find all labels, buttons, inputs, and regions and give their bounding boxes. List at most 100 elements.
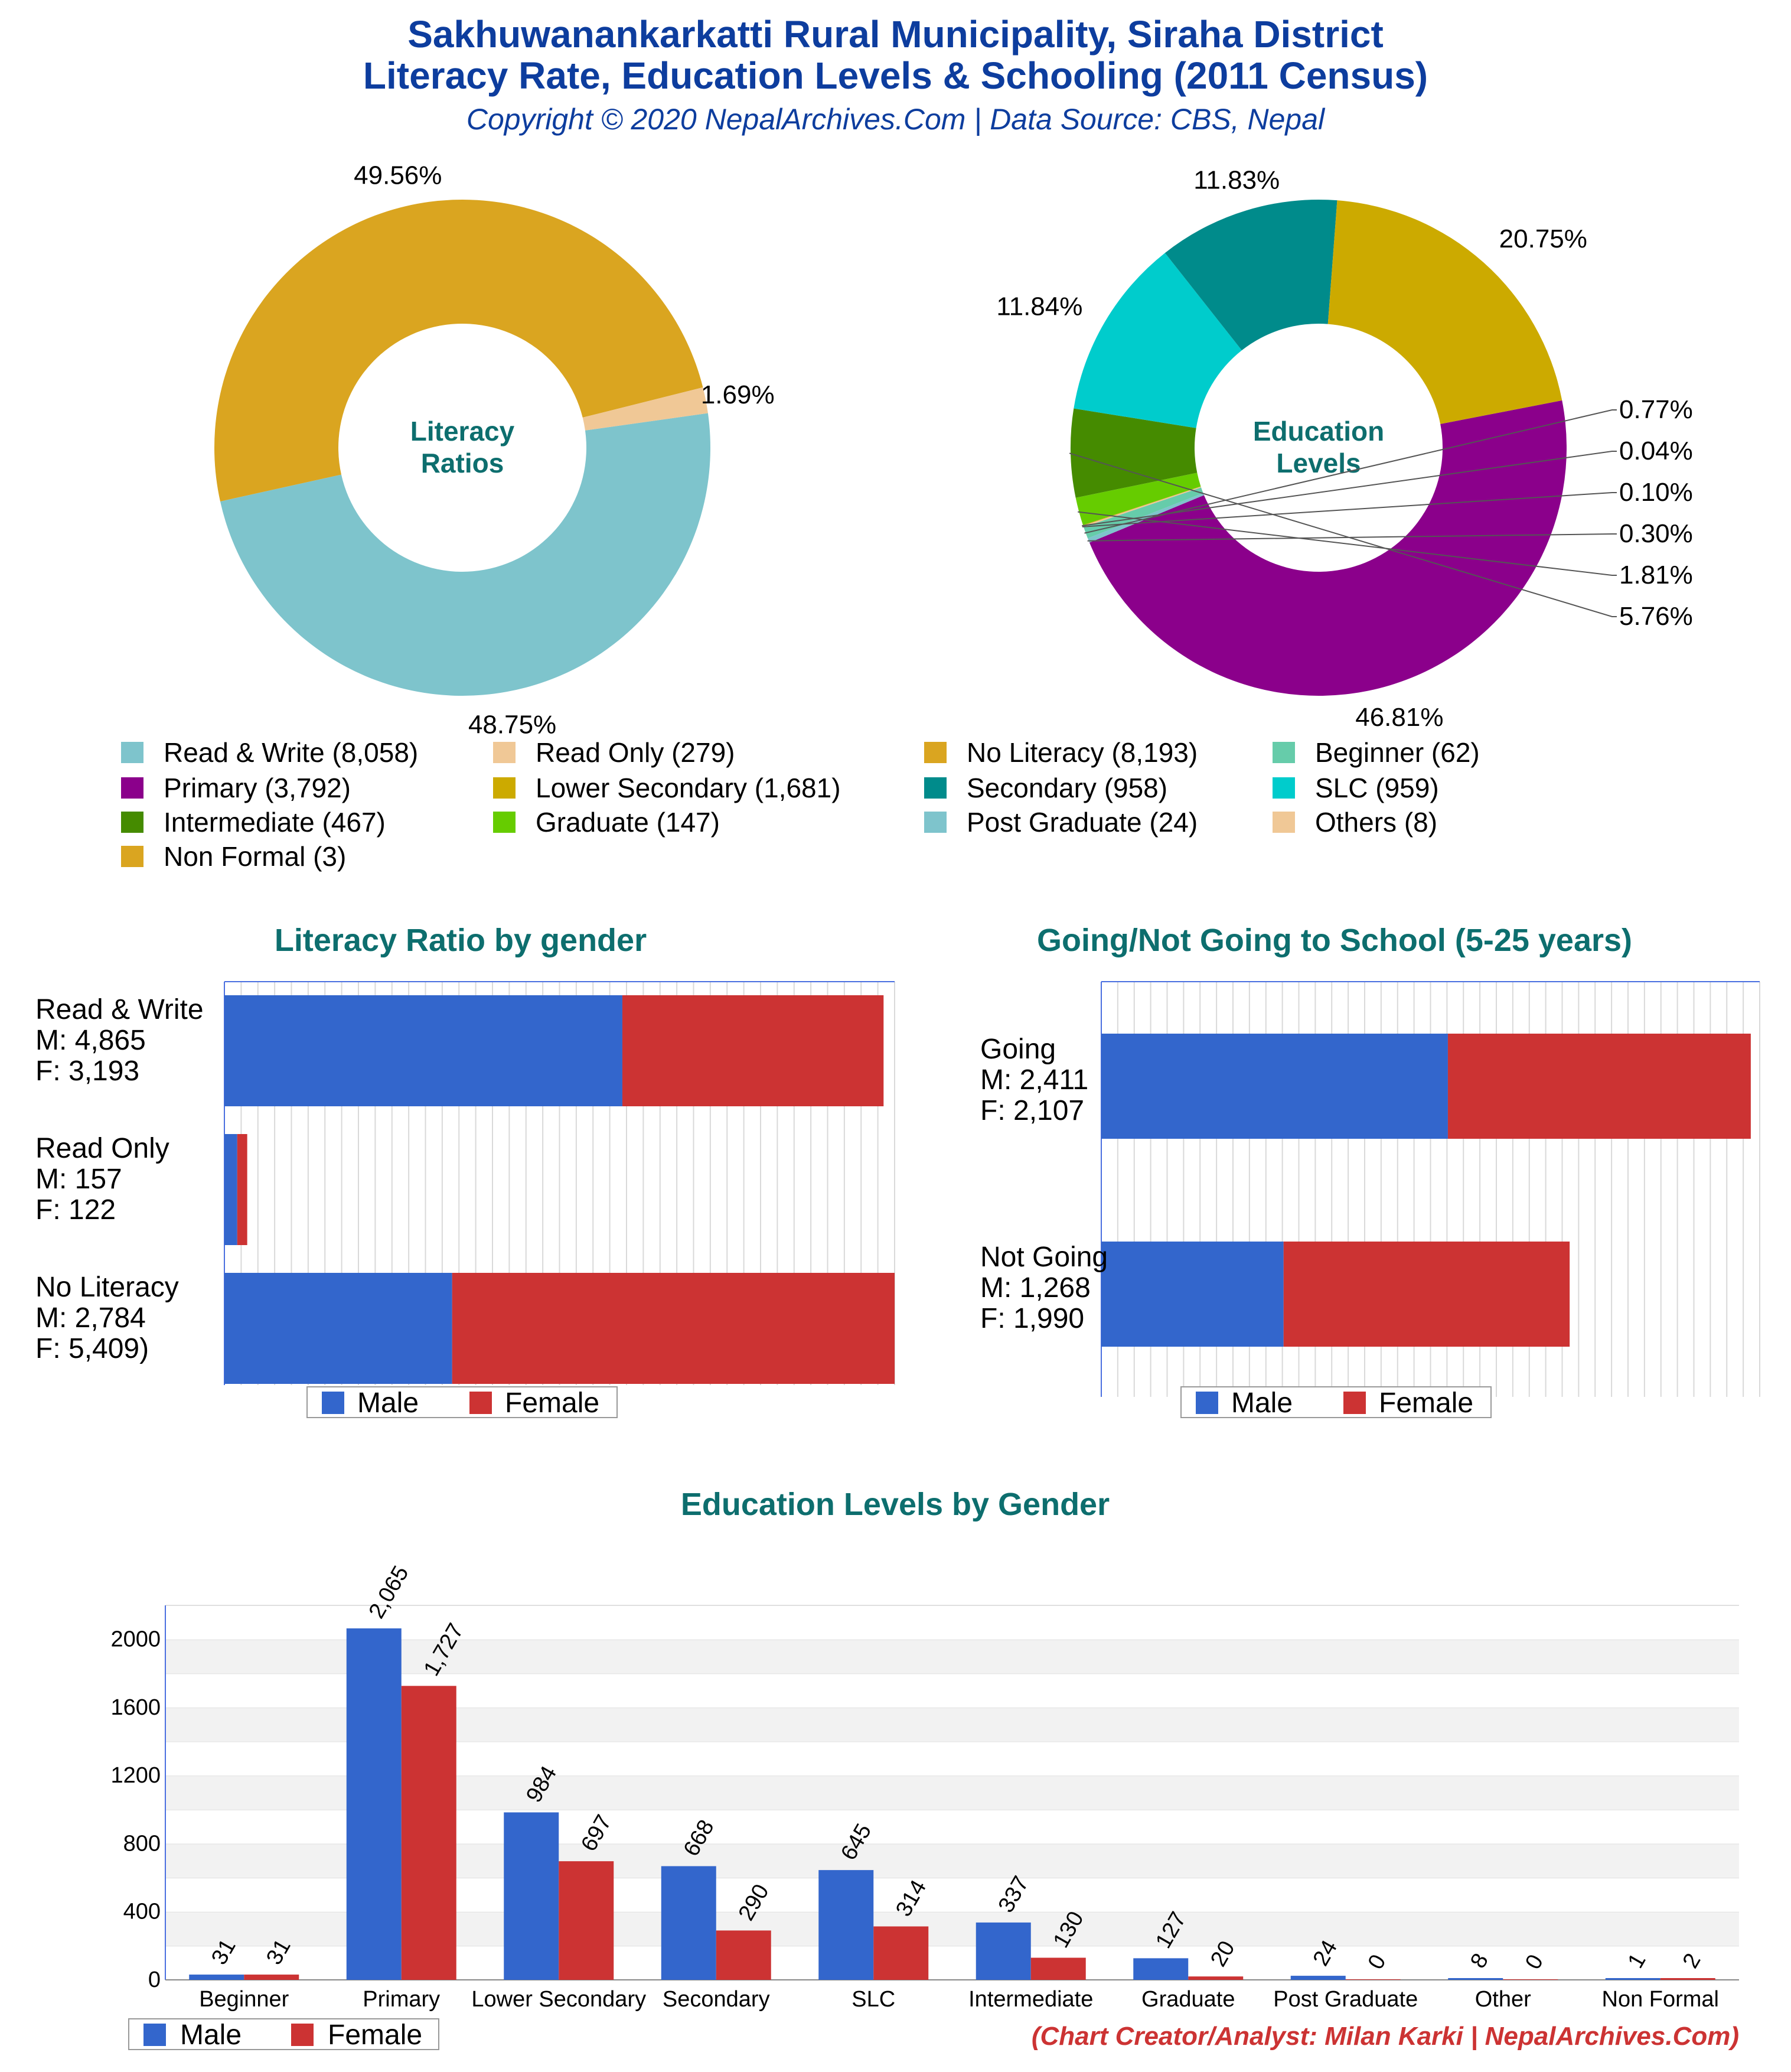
copyright-line: Copyright © 2020 NepalArchives.Com | Dat… xyxy=(466,103,1325,136)
hbar1-title: Literacy Ratio by gender xyxy=(275,923,647,958)
donut1-percent-label: 1.69% xyxy=(701,380,775,409)
vbar-category-label: Other xyxy=(1475,1987,1531,2012)
legend-item-label: Read & Write (8,058) xyxy=(164,737,418,768)
vbar-legend-box xyxy=(128,2018,439,2050)
vbar-male-bar xyxy=(504,1812,559,1980)
legend-swatch xyxy=(924,777,947,799)
legend-swatch xyxy=(924,812,947,833)
donut2-slice-secondary xyxy=(1164,200,1337,351)
donut2-percent-label: 1.81% xyxy=(1619,561,1693,589)
vbar-legend-label: Female xyxy=(328,2019,422,2051)
hbar1-category-label: No Literacy xyxy=(35,1272,179,1303)
vbar-y-tick-label: 400 xyxy=(123,1900,161,1924)
legend-swatch xyxy=(121,812,143,833)
donut1-percent-label: 48.75% xyxy=(468,710,556,739)
hbar1-legend-box xyxy=(306,1386,618,1418)
legend-item-label: SLC (959) xyxy=(1315,773,1439,803)
donut2-percent-label: 0.04% xyxy=(1619,436,1693,465)
vbar-legend-swatch xyxy=(143,2024,166,2046)
donut2-center-label: Levels xyxy=(1276,448,1361,478)
vbar-female-bar xyxy=(401,1686,456,1980)
legend-item-label: Secondary (958) xyxy=(967,773,1167,803)
vbar-male-bar xyxy=(1290,1976,1346,1980)
legend-swatch xyxy=(924,742,947,763)
vbar-y-tick-label: 800 xyxy=(123,1831,161,1856)
hbar1-category-label: F: 3,193 xyxy=(35,1055,139,1087)
legend-item-label: Non Formal (3) xyxy=(164,841,346,872)
legend-swatch xyxy=(121,846,143,867)
donut2-center-label: Education xyxy=(1253,416,1384,447)
legend-item-label: No Literacy (8,193) xyxy=(967,737,1198,768)
donut1-slice-no-literacy xyxy=(214,199,703,501)
vbar-y-tick-label: 2000 xyxy=(110,1627,161,1652)
donut2-percent-label: 46.81% xyxy=(1355,703,1443,732)
donut1-slice-read-write xyxy=(220,413,711,696)
hbar1-category-label: M: 4,865 xyxy=(35,1025,146,1056)
legend-item-label: Others (8) xyxy=(1315,807,1437,838)
vbar-title: Education Levels by Gender xyxy=(681,1487,1110,1522)
legend-item-label: Post Graduate (24) xyxy=(967,807,1198,838)
hbar1-category-label: M: 157 xyxy=(35,1164,122,1195)
legend-swatch xyxy=(493,742,516,763)
vbar-legend-swatch xyxy=(291,2024,314,2046)
page-subtitle: Literacy Rate, Education Levels & School… xyxy=(363,54,1428,97)
legend-item-label: Read Only (279) xyxy=(536,737,735,768)
vbar-y-tick-label: 1200 xyxy=(110,1763,161,1788)
hbar2-female-bar xyxy=(1283,1242,1570,1347)
vbar-male-bar xyxy=(976,1922,1031,1980)
vbar-male-bar xyxy=(1133,1958,1189,1980)
vbar-male-bar xyxy=(346,1628,402,1980)
hbar2-male-bar xyxy=(1101,1034,1448,1139)
donut2-callout-line xyxy=(1078,511,1617,576)
hbar1-category-label: Read Only xyxy=(35,1133,169,1164)
legend-item-label: Beginner (62) xyxy=(1315,737,1480,768)
vbar-female-bar xyxy=(1345,1979,1401,1980)
vbar-category-label: Graduate xyxy=(1141,1987,1235,2012)
donut2-percent-label: 0.77% xyxy=(1619,395,1693,424)
hbar1-male-bar xyxy=(224,1273,452,1384)
vbar-male-bar xyxy=(1605,1978,1660,1980)
hbar2-female-bar xyxy=(1447,1034,1751,1139)
vbar-female-bar xyxy=(716,1930,771,1980)
hbar2-category-label: M: 1,268 xyxy=(980,1272,1091,1304)
vbar-category-label: Primary xyxy=(363,1987,440,2012)
vbar-female-bar xyxy=(1503,1979,1558,1980)
donut2-percent-label: 5.76% xyxy=(1619,602,1693,631)
vbar-category-label: SLC xyxy=(852,1987,895,2012)
donut2-slice-others xyxy=(1083,486,1202,527)
hbar1-male-bar xyxy=(224,1134,237,1245)
donut2-callout-line xyxy=(1084,409,1617,534)
hbar1-female-bar xyxy=(237,1134,247,1245)
legend-swatch xyxy=(1273,742,1295,763)
hbar2-category-label: Going xyxy=(980,1034,1056,1065)
donut2-callout-line xyxy=(1087,533,1617,542)
page-title: Sakhuwanankarkatti Rural Municipality, S… xyxy=(407,13,1384,56)
vbar-category-label: Intermediate xyxy=(968,1987,1093,2012)
donut2-callout-line xyxy=(1082,492,1617,527)
hbar1-category-label: F: 5,409) xyxy=(35,1333,149,1364)
legend-swatch xyxy=(493,812,516,833)
vbar-female-bar xyxy=(1188,1976,1244,1980)
donut2-slice-beginner xyxy=(1084,487,1203,539)
donut1-slice-read-only xyxy=(582,387,708,431)
vbar-male-bar xyxy=(189,1975,244,1980)
vbar-female-bar xyxy=(1030,1957,1086,1980)
hbar1-category-label: F: 122 xyxy=(35,1194,116,1226)
hbar2-title: Going/Not Going to School (5-25 years) xyxy=(1037,923,1632,958)
hbar2-legend-swatch xyxy=(1343,1392,1366,1414)
hbar2-legend-label: Male xyxy=(1231,1387,1293,1419)
hbar2-category-label: F: 1,990 xyxy=(980,1303,1084,1334)
hbar1-legend-label: Female xyxy=(505,1387,599,1419)
donut2-slice-post-graduate xyxy=(1088,493,1204,543)
hbar1-female-bar xyxy=(452,1273,895,1384)
donut2-slice-graduate xyxy=(1075,473,1201,526)
hbar1-male-bar xyxy=(224,995,622,1106)
donut1-center-label: Literacy xyxy=(410,416,515,447)
donut2-slice-intermediate xyxy=(1071,408,1198,498)
hbar1-legend-label: Male xyxy=(357,1387,419,1419)
vbar-legend-label: Male xyxy=(180,2019,242,2051)
vbar-male-bar xyxy=(1448,1978,1503,1980)
hbar1-legend-swatch xyxy=(322,1392,344,1414)
donut2-percent-label: 11.84% xyxy=(996,292,1082,321)
legend-item-label: Graduate (147) xyxy=(536,807,720,838)
